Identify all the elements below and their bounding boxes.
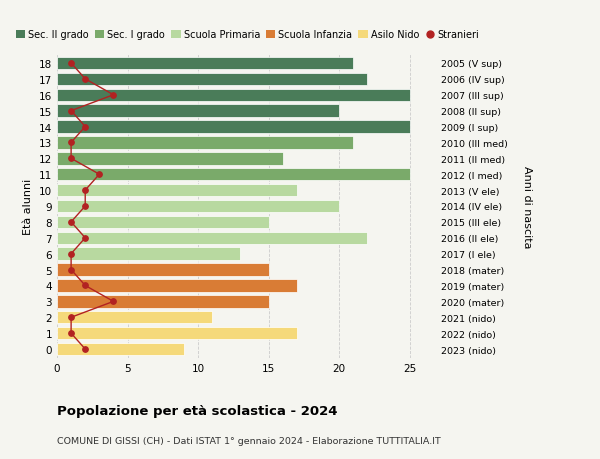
Bar: [57, 343, 184, 355]
Point: [80, 203, 90, 210]
Bar: [57, 137, 353, 149]
Point: [80, 187, 90, 194]
Point: [67, 108, 76, 115]
Bar: [57, 105, 339, 118]
Bar: [57, 168, 410, 181]
Bar: [57, 153, 283, 165]
Bar: [57, 311, 212, 324]
Bar: [57, 216, 269, 229]
Y-axis label: Età alunni: Età alunni: [23, 179, 34, 235]
Point: [95, 171, 104, 179]
Point: [67, 251, 76, 258]
Bar: [57, 280, 297, 292]
Bar: [57, 73, 367, 86]
Point: [67, 155, 76, 162]
Text: COMUNE DI GISSI (CH) - Dati ISTAT 1° gennaio 2024 - Elaborazione TUTTITALIA.IT: COMUNE DI GISSI (CH) - Dati ISTAT 1° gen…: [57, 436, 441, 445]
Point: [67, 140, 76, 147]
Bar: [57, 296, 269, 308]
Legend: Sec. II grado, Sec. I grado, Scuola Primaria, Scuola Infanzia, Asilo Nido, Stran: Sec. II grado, Sec. I grado, Scuola Prim…: [11, 27, 484, 44]
Bar: [57, 264, 269, 276]
Point: [67, 219, 76, 226]
Point: [80, 282, 90, 290]
Bar: [57, 201, 339, 213]
Point: [109, 92, 118, 99]
Point: [67, 314, 76, 321]
Y-axis label: Anni di nascita: Anni di nascita: [521, 165, 532, 248]
Point: [80, 235, 90, 242]
Bar: [57, 248, 241, 260]
Point: [80, 76, 90, 84]
Point: [80, 346, 90, 353]
Text: Popolazione per età scolastica - 2024: Popolazione per età scolastica - 2024: [57, 404, 337, 417]
Bar: [57, 121, 410, 134]
Bar: [57, 232, 367, 245]
Point: [109, 298, 118, 305]
Point: [67, 60, 76, 67]
Bar: [57, 90, 410, 102]
Bar: [57, 327, 297, 340]
Bar: [57, 185, 297, 197]
Point: [80, 123, 90, 131]
Point: [67, 266, 76, 274]
Bar: [57, 58, 353, 70]
Point: [67, 330, 76, 337]
